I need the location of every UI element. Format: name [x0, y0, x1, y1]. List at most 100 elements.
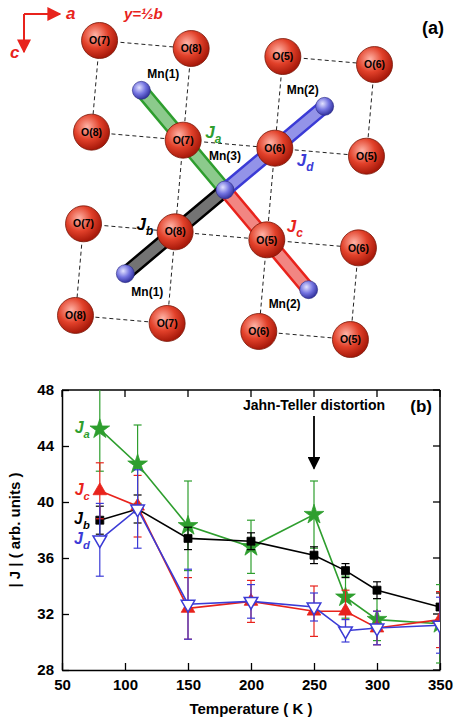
manganese-atom — [216, 181, 234, 199]
error-bar-cap — [342, 641, 350, 642]
bond-label: Jb — [136, 215, 153, 238]
oxygen-label: O(6) — [364, 58, 385, 70]
error-bar-cap — [310, 546, 318, 547]
manganese-label: Mn(3) — [209, 149, 241, 163]
x-tick-mark — [125, 663, 126, 670]
x-tick-mark — [377, 663, 378, 670]
error-bar-cap — [373, 581, 381, 582]
manganese-label: Mn(2) — [287, 83, 319, 97]
annotation-arrow — [313, 416, 315, 468]
x-tick-label: 100 — [113, 676, 138, 693]
series-line — [100, 491, 440, 628]
y-tick-mark — [62, 670, 69, 671]
y-tick-mark — [62, 446, 69, 447]
oxygen-label: O(7) — [173, 134, 194, 146]
error-bar-stem — [250, 520, 251, 573]
x-tick-label: 150 — [176, 676, 201, 693]
subscript: c — [296, 226, 303, 240]
error-bar-cap — [247, 618, 255, 619]
oxygen-label: O(6) — [248, 325, 269, 337]
y-tick-label: 44 — [37, 437, 54, 454]
manganese-label: Mn(2) — [269, 297, 301, 311]
oxygen-label: O(7) — [89, 34, 110, 46]
error-bar-cap — [373, 598, 381, 599]
marker — [370, 624, 384, 636]
y-tick: 32 — [37, 605, 69, 622]
oxygen-atoms: O(7)O(8)O(5)O(6)O(8)O(7)O(6)O(5)O(7)O(8)… — [57, 22, 392, 357]
x-tick-mark-top — [376, 390, 377, 397]
marker — [304, 504, 324, 523]
marker — [93, 483, 107, 495]
x-tick: 250 — [302, 663, 327, 693]
x-tick: 150 — [176, 663, 201, 693]
bonds — [125, 90, 324, 289]
x-tick-mark-top — [187, 390, 188, 397]
marker — [310, 551, 318, 559]
series-label: Jd — [74, 530, 91, 551]
axis-label-a: a — [66, 4, 75, 23]
x-tick-label: 300 — [365, 676, 390, 693]
error-bar-cap — [310, 620, 318, 621]
error-bar-cap — [310, 592, 318, 593]
error-bar-cap — [247, 549, 255, 550]
error-bar-cap — [96, 503, 104, 504]
oxygen-atom — [57, 297, 93, 333]
error-bar-cap — [342, 563, 350, 564]
y-tick-mark-right — [433, 669, 440, 670]
marker — [93, 536, 107, 548]
x-tick: 300 — [365, 663, 390, 693]
error-bar-cap — [247, 520, 255, 521]
y-tick-label: 40 — [37, 493, 54, 510]
subscript: b — [83, 519, 90, 531]
marker — [339, 627, 353, 639]
error-bar-cap — [342, 577, 350, 578]
y-tick-mark — [62, 558, 69, 559]
error-bar-cap — [247, 580, 255, 581]
subscript: d — [306, 160, 314, 174]
marker — [131, 505, 145, 517]
series-label: Ja — [75, 419, 90, 440]
error-bar-cap — [310, 636, 318, 637]
plot-area — [90, 390, 440, 663]
x-tick-label: 250 — [302, 676, 327, 693]
y-tick-label: 32 — [37, 605, 54, 622]
error-bar-cap — [247, 573, 255, 574]
manganese-label: Mn(1) — [147, 67, 179, 81]
marker — [247, 537, 255, 545]
oxygen-label: O(5) — [272, 50, 293, 62]
y-tick-label: 36 — [37, 549, 54, 566]
subscript: b — [146, 224, 153, 238]
marker — [433, 621, 440, 633]
oxygen-label: O(8) — [181, 42, 202, 54]
series-label: Jc — [75, 481, 91, 502]
error-bar-cap — [373, 644, 381, 645]
x-tick: 100 — [113, 663, 138, 693]
oxygen-label: O(8) — [165, 225, 186, 237]
error-bar — [373, 582, 381, 599]
error-bar-cap — [373, 644, 381, 645]
y-tick: 36 — [37, 549, 69, 566]
error-bar-cap — [247, 532, 255, 533]
manganese-atom — [116, 265, 134, 283]
error-bar-cap — [184, 527, 192, 528]
error-bar-cap — [436, 597, 440, 598]
marker — [307, 603, 321, 615]
error-bar-cap — [310, 585, 318, 586]
marker — [184, 534, 192, 542]
manganese-atoms: Mn(1)Mn(2)Mn(3)Mn(1)Mn(2) — [116, 67, 333, 310]
marker — [181, 601, 195, 613]
x-tick-mark-top — [250, 390, 251, 397]
series-line — [100, 509, 440, 631]
y-axis-title: | J | ( arb. units ) — [6, 472, 23, 587]
oxygen-label: O(6) — [264, 142, 285, 154]
annotation: Jahn-Teller distortion — [243, 397, 385, 413]
error-bar-cap — [373, 598, 381, 599]
oxygen-atom — [173, 31, 209, 67]
oxygen-atom — [332, 322, 368, 358]
x-tick-label: 200 — [239, 676, 264, 693]
error-bar-cap — [373, 611, 381, 612]
x-tick: 200 — [239, 663, 264, 693]
oxygen-atom — [82, 22, 118, 58]
y-tick-label: 28 — [37, 661, 54, 678]
error-bar-cap — [342, 590, 350, 591]
